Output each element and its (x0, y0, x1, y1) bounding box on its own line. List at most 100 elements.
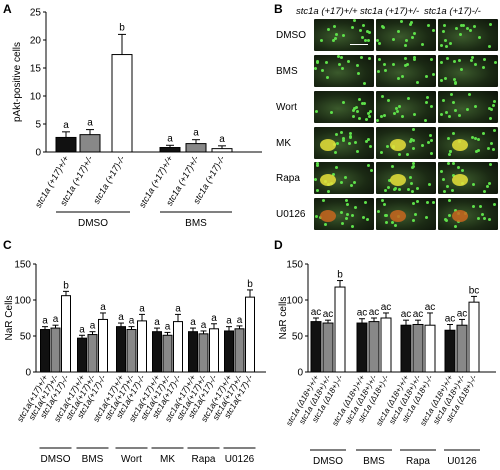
bar (424, 324, 436, 373)
panel-letter-c: C (3, 238, 12, 252)
bar (444, 329, 456, 373)
significance-letter: a (219, 134, 225, 145)
micrograph (376, 162, 436, 194)
micrograph (314, 127, 374, 159)
bar (185, 143, 207, 153)
chart-a: 0 5 10 15 20 25 pAkt-positive cells a stc1a (+17… (12, 8, 262, 229)
significance-letter: a (90, 321, 96, 332)
y-tick-label: 150 (14, 260, 31, 271)
significance-letter: ac (381, 302, 392, 313)
micrograph (314, 91, 374, 123)
bar (380, 317, 392, 373)
bar (173, 321, 183, 373)
row-label: Wort (276, 102, 297, 113)
y-tick-label: 5 (35, 120, 41, 131)
bar (245, 296, 255, 373)
significance-letter: bc (469, 285, 480, 296)
group-label: U0126 (447, 456, 477, 467)
micrograph (376, 55, 436, 87)
significance-letter: a (79, 324, 85, 335)
micrograph (314, 198, 374, 230)
group-label: Rapa (192, 454, 216, 465)
y-tick-label: 50 (20, 332, 32, 343)
y-axis-label: pAkt-positive cells (12, 42, 23, 122)
group-label: DMSO (313, 456, 343, 467)
group-label: MK (160, 454, 175, 465)
micrograph (438, 91, 498, 123)
y-tick-label: 100 (14, 296, 31, 307)
significance-letter: a (165, 321, 171, 332)
significance-letter: a (100, 302, 106, 313)
panel-letter-d: D (274, 238, 283, 252)
column-label-het: stc1a (+17)+/- (360, 6, 420, 17)
micrograph (438, 55, 498, 87)
bar (55, 136, 77, 153)
bar (162, 334, 173, 373)
bar (116, 326, 126, 373)
y-axis-label: NaR cells (278, 297, 289, 340)
bar (188, 331, 198, 373)
micrograph (314, 19, 374, 51)
column-label-wt: stc1a (+17)+/+ (296, 6, 358, 17)
y-tick-label: 150 (286, 260, 303, 271)
group-label: BMS (185, 218, 207, 229)
micrograph-panel: stc1a (+17)+/+ stc1a (+17)+/- stc1a (+17… (272, 0, 500, 235)
significance-letter: b (247, 279, 253, 290)
y-tick-label: 0 (25, 368, 31, 379)
bar (356, 322, 368, 373)
significance-letter: a (237, 315, 243, 326)
y-axis-label: NaR Cells (4, 295, 15, 340)
significance-letter: a (175, 303, 181, 314)
significance-letter: ac (357, 308, 368, 319)
significance-letter: ac (425, 302, 436, 313)
group-label: BMS (82, 454, 104, 465)
micrograph (376, 127, 436, 159)
significance-letter: a (211, 313, 217, 324)
panel-letter-b: B (274, 2, 283, 16)
bar (111, 54, 133, 153)
bar (310, 321, 322, 373)
significance-letter: ac (445, 313, 456, 324)
micrograph (314, 55, 374, 87)
y-tick-label: 50 (292, 332, 304, 343)
bar (98, 318, 108, 373)
micrograph (438, 19, 498, 51)
significance-letter: a (193, 128, 199, 139)
row-label: MK (276, 138, 291, 149)
group-label: Wort (121, 454, 142, 465)
y-tick-label: 25 (30, 8, 42, 19)
row-label: BMS (276, 66, 298, 77)
significance-letter: a (139, 303, 145, 314)
significance-letter: a (201, 320, 207, 331)
significance-letter: ac (401, 309, 412, 320)
bar (87, 334, 98, 373)
y-tick-label: 20 (30, 36, 42, 47)
column-label-ko: stc1a (+17)-/- (424, 6, 481, 17)
bar (234, 328, 245, 373)
significance-letter: a (190, 317, 196, 328)
significance-letter: b (119, 22, 125, 33)
significance-letter: ac (369, 307, 380, 318)
panel-letter-a: A (3, 2, 12, 16)
micrograph (376, 198, 436, 230)
bar (334, 286, 346, 373)
y-tick-label: 0 (35, 148, 41, 159)
significance-letter: a (154, 317, 160, 328)
significance-letter: ac (323, 309, 334, 320)
significance-letter: a (63, 120, 69, 131)
bar (198, 333, 209, 373)
bar (468, 301, 480, 373)
y-tick-label: 10 (30, 92, 42, 103)
micrograph (376, 91, 436, 123)
micrograph (314, 162, 374, 194)
group-label: Rapa (406, 456, 430, 467)
bar (412, 323, 424, 373)
significance-letter: a (118, 312, 124, 323)
micrograph (376, 19, 436, 51)
bar (368, 321, 380, 373)
significance-letter: a (167, 133, 173, 144)
micrograph (438, 127, 498, 159)
bar (159, 147, 181, 153)
significance-letter: a (42, 316, 48, 327)
